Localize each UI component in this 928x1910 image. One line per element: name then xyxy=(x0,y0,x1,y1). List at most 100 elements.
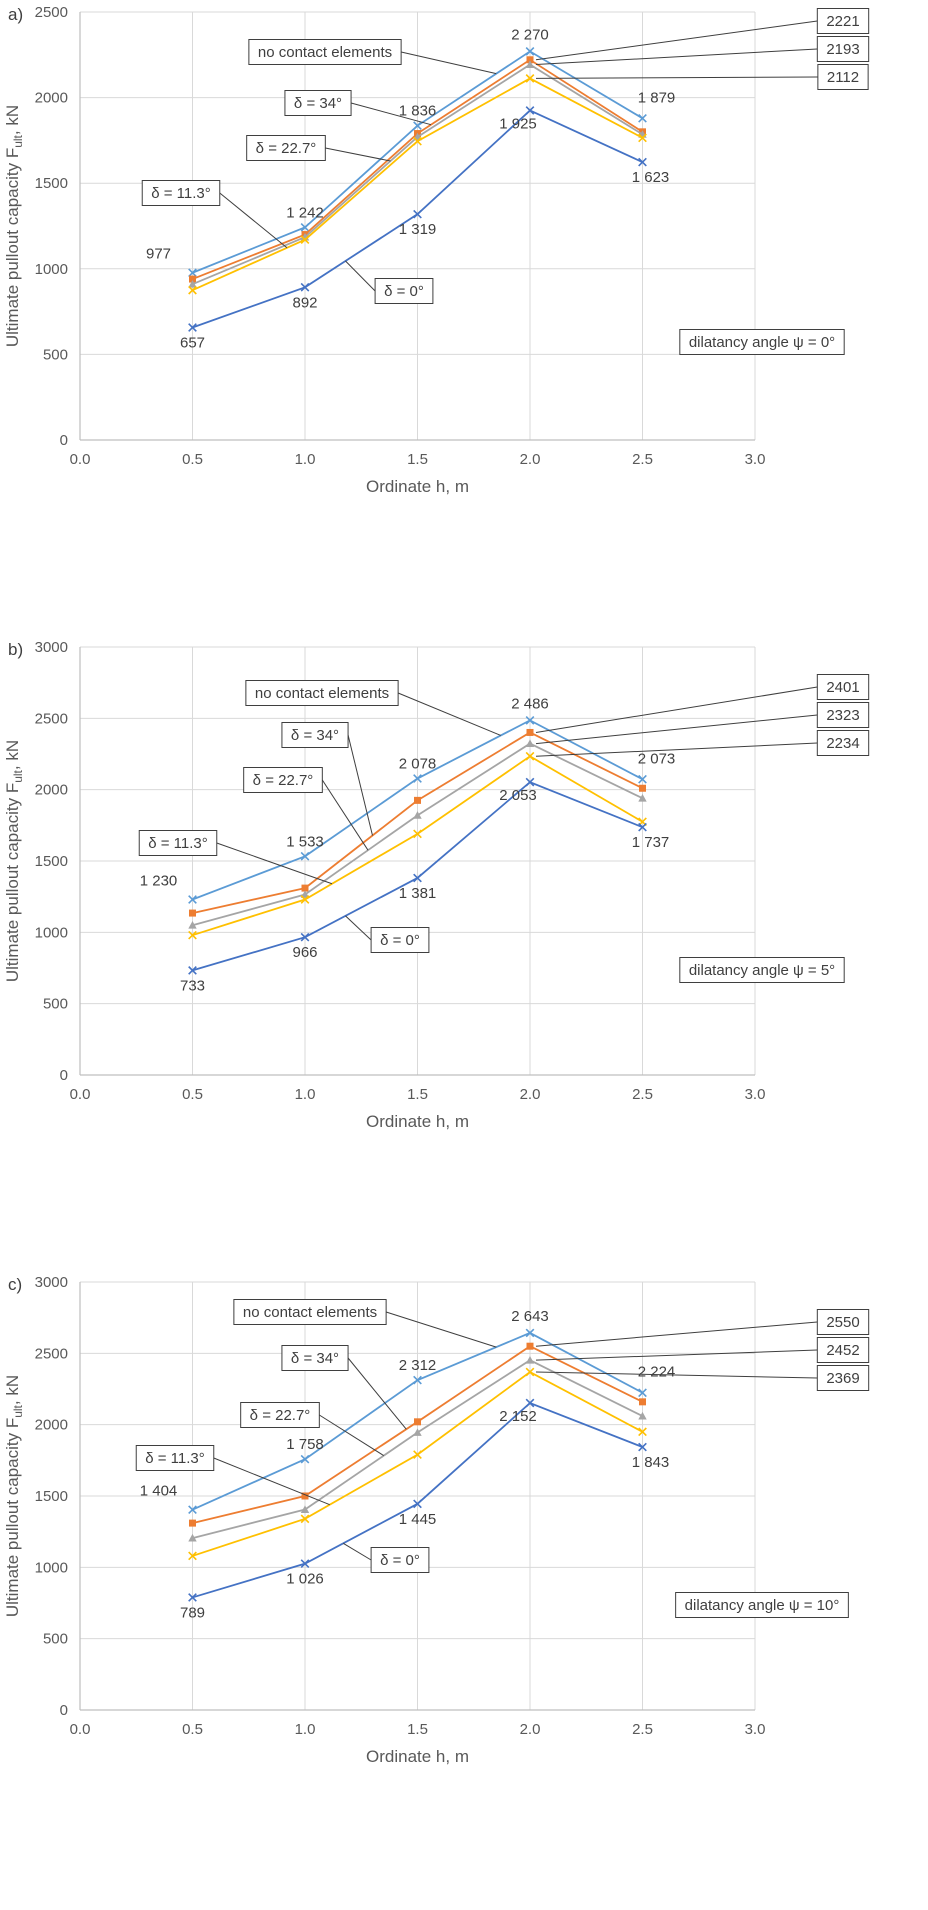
x-tick-label: 2.0 xyxy=(520,1721,541,1738)
peak-leader xyxy=(535,1371,818,1379)
series-marker xyxy=(638,1388,647,1398)
peak-value-text: 2112 xyxy=(827,69,859,86)
series-marker xyxy=(188,895,197,904)
series-marker xyxy=(300,851,310,861)
data-label: 2 152 xyxy=(499,1408,537,1425)
chart-a: 0 500 1000 1500 2000 2500 0.0 0.5 1.0 1.5 2.0 2.5 3.… xyxy=(3,4,870,496)
series-marker xyxy=(188,285,197,295)
note-box xyxy=(679,329,845,355)
peak-leader xyxy=(535,20,818,61)
peak-value-box xyxy=(816,1337,870,1363)
callout-box xyxy=(243,767,323,793)
series-marker xyxy=(526,56,534,64)
data-label: 1 381 xyxy=(399,885,437,902)
series-marker xyxy=(638,113,647,123)
data-label: 1 242 xyxy=(286,204,324,221)
x-tick-label: 2.0 xyxy=(520,1086,541,1103)
y-tick-label: 500 xyxy=(43,1631,68,1648)
callout-leader xyxy=(319,1414,385,1457)
series-marker xyxy=(638,774,647,784)
series-marker xyxy=(526,1342,534,1350)
data-label: 1 925 xyxy=(499,115,537,132)
callout-leader xyxy=(397,692,501,736)
callout-box xyxy=(281,1345,349,1371)
y-axis-title: Ultimate pullout capacity Fult, kN xyxy=(3,740,25,982)
peak-value-box xyxy=(816,8,870,34)
data-label: 1 230 xyxy=(140,873,178,890)
series-marker xyxy=(188,930,197,940)
chart-b: 0 500 1000 1500 2000 2500 3000 0.0 0.5 1.0 1.5 2.0 2… xyxy=(3,639,870,1131)
y-tick-label: 3000 xyxy=(35,1274,68,1291)
data-label: 1 758 xyxy=(286,1436,324,1453)
series-marker xyxy=(301,1492,309,1500)
panel-label: a) xyxy=(8,5,23,24)
callout-leader xyxy=(350,102,432,126)
peak-value-text: 2369 xyxy=(826,1370,859,1387)
series-marker xyxy=(413,873,422,883)
x-tick-label: 1.5 xyxy=(407,451,428,468)
peak-value-box xyxy=(816,730,870,756)
callout-text: δ = 11.3° xyxy=(145,1450,205,1467)
peak-value-box xyxy=(816,1309,870,1335)
peak-value-text: 2550 xyxy=(826,1314,859,1331)
callout-leader xyxy=(321,779,369,851)
x-axis-title: Ordinate h, m xyxy=(366,1112,469,1131)
data-label: 2 224 xyxy=(638,1364,676,1381)
callout-box xyxy=(374,278,434,304)
y-tick-label: 0 xyxy=(60,432,68,449)
callout-text: δ = 11.3° xyxy=(148,835,208,852)
x-tick-label: 0.0 xyxy=(70,1721,91,1738)
callout-text: δ = 22.7° xyxy=(253,772,314,789)
series-marker xyxy=(525,1355,535,1364)
series-marker xyxy=(638,1442,647,1452)
data-label: 2 053 xyxy=(499,787,537,804)
note-text: dilatancy angle ψ = 0° xyxy=(689,334,835,351)
y-tick-label: 2500 xyxy=(35,710,68,727)
data-label: 1 533 xyxy=(286,833,324,850)
callout-box xyxy=(138,830,218,856)
series-marker xyxy=(188,1533,197,1542)
x-tick-label: 1.0 xyxy=(295,451,316,468)
x-tick-label: 1.0 xyxy=(295,1086,316,1103)
data-label: 892 xyxy=(292,294,317,311)
data-label: 977 xyxy=(146,246,171,263)
series-marker xyxy=(525,1328,535,1338)
y-tick-label: 2500 xyxy=(35,1345,68,1362)
callout-box xyxy=(233,1299,387,1325)
series-marker xyxy=(638,794,647,802)
data-label: 1 319 xyxy=(399,221,437,238)
callout-box xyxy=(281,722,349,748)
x-tick-label: 2.5 xyxy=(632,451,653,468)
callout-text: δ = 34° xyxy=(291,1350,339,1367)
series-marker xyxy=(189,909,196,917)
series-marker xyxy=(188,268,197,278)
series-marker xyxy=(525,106,535,115)
peak-leader xyxy=(535,1321,818,1347)
data-label: 657 xyxy=(180,335,205,352)
data-label: 2 073 xyxy=(638,750,676,767)
series-marker xyxy=(639,1398,646,1406)
data-label: 1 843 xyxy=(632,1454,670,1471)
series-marker xyxy=(188,1551,197,1561)
x-tick-label: 0.5 xyxy=(182,1721,203,1738)
series-marker xyxy=(638,157,647,167)
peak-leader xyxy=(535,714,818,745)
series-marker xyxy=(525,715,535,725)
y-tick-label: 500 xyxy=(43,996,68,1013)
peak-value-text: 2401 xyxy=(826,679,859,696)
note-text: dilatancy angle ψ = 5° xyxy=(689,962,835,979)
data-label: 733 xyxy=(180,977,205,994)
data-label: 1 737 xyxy=(632,834,670,851)
x-axis-title: Ordinate h, m xyxy=(366,477,469,496)
series-marker xyxy=(413,829,422,839)
series-marker xyxy=(525,74,535,83)
series-marker xyxy=(188,1505,197,1515)
series-marker xyxy=(189,275,196,283)
series-marker xyxy=(526,728,534,736)
y-tick-label: 2000 xyxy=(35,782,68,799)
peak-leader xyxy=(535,686,818,733)
callout-text: δ = 0° xyxy=(380,932,420,949)
peak-value-text: 2452 xyxy=(826,1342,859,1359)
x-axis-title: Ordinate h, m xyxy=(366,1747,469,1766)
x-tick-label: 0.5 xyxy=(182,1086,203,1103)
